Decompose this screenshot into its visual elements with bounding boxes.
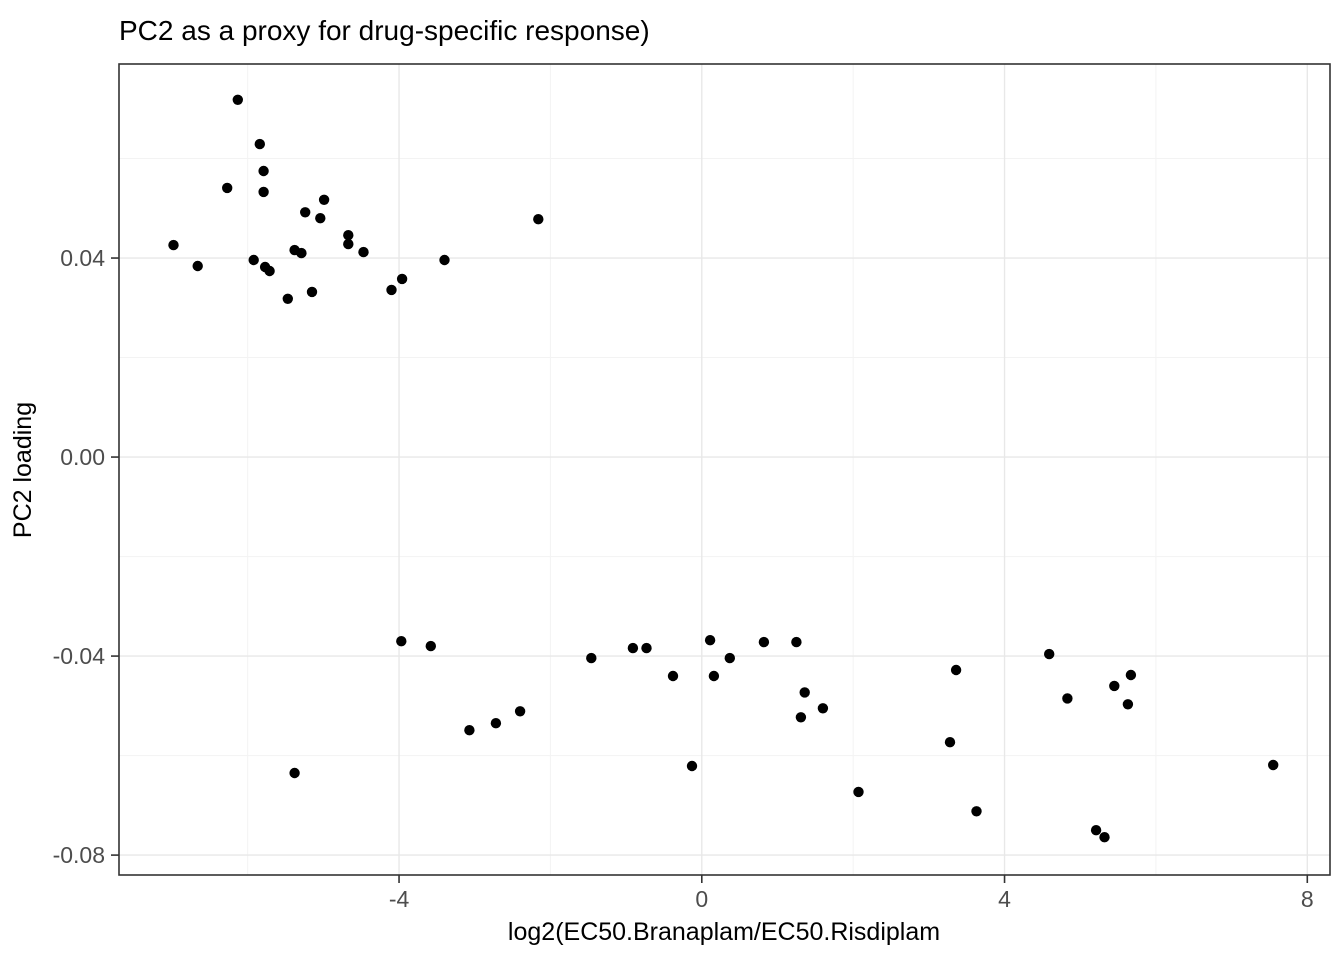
data-point xyxy=(300,207,311,218)
data-point xyxy=(222,182,233,194)
data-point xyxy=(950,664,962,676)
data-point xyxy=(586,652,597,664)
data-point xyxy=(724,652,735,664)
data-point xyxy=(358,246,369,258)
data-point xyxy=(641,642,652,654)
data-point xyxy=(343,230,354,241)
data-point xyxy=(248,254,259,266)
data-point xyxy=(296,247,307,259)
data-point xyxy=(490,718,502,729)
data-point xyxy=(1109,680,1120,692)
data-point xyxy=(318,194,330,205)
chart-title: PC2 as a proxy for drug-specific respons… xyxy=(119,15,650,46)
x-tick-label: 4 xyxy=(998,886,1011,912)
data-point xyxy=(795,712,807,723)
data-point xyxy=(306,286,318,298)
data-point xyxy=(667,670,679,682)
data-point xyxy=(232,94,243,106)
data-point xyxy=(425,640,436,652)
data-point xyxy=(168,239,179,251)
data-point xyxy=(254,138,265,150)
data-point xyxy=(1044,648,1055,660)
x-axis-title: log2(EC50.Branaplam/EC50.Risdiplam xyxy=(508,918,940,946)
x-tick-label: -4 xyxy=(389,886,410,912)
data-point xyxy=(1090,825,1102,836)
data-point xyxy=(514,706,526,717)
data-point xyxy=(258,186,269,198)
data-point xyxy=(315,213,326,224)
data-point xyxy=(264,265,275,277)
data-point xyxy=(289,767,300,779)
plot-panel-border xyxy=(118,63,1331,876)
data-point xyxy=(1062,693,1073,704)
data-point xyxy=(533,214,544,225)
data-point xyxy=(758,636,770,648)
data-point xyxy=(817,703,829,714)
y-tick-label: -0.04 xyxy=(53,643,106,669)
data-point xyxy=(704,635,716,646)
data-point xyxy=(686,760,698,772)
x-tick-label: 8 xyxy=(1301,886,1314,912)
data-point xyxy=(799,687,810,698)
data-point xyxy=(386,284,397,296)
data-point xyxy=(396,273,408,285)
y-tick-label: 0.00 xyxy=(60,444,105,470)
data-point xyxy=(343,238,354,250)
data-point xyxy=(439,254,450,266)
data-point xyxy=(192,260,203,272)
y-axis-title: PC2 loading xyxy=(9,402,37,538)
data-point xyxy=(1268,759,1279,771)
data-point xyxy=(853,786,864,798)
data-point xyxy=(282,293,293,304)
data-point xyxy=(971,806,982,817)
x-tick-label: 0 xyxy=(695,886,708,912)
data-point xyxy=(1099,832,1110,843)
data-point xyxy=(396,636,407,647)
data-point xyxy=(791,636,802,648)
data-point xyxy=(627,642,639,654)
plot-panel-background xyxy=(119,64,1330,875)
y-tick-label: -0.08 xyxy=(53,842,105,868)
data-point xyxy=(1125,669,1137,681)
data-point xyxy=(1122,699,1134,710)
data-point xyxy=(258,165,269,177)
y-tick-label: 0.04 xyxy=(60,245,105,271)
data-point xyxy=(708,670,720,682)
data-point xyxy=(464,725,475,736)
data-point xyxy=(944,737,956,748)
